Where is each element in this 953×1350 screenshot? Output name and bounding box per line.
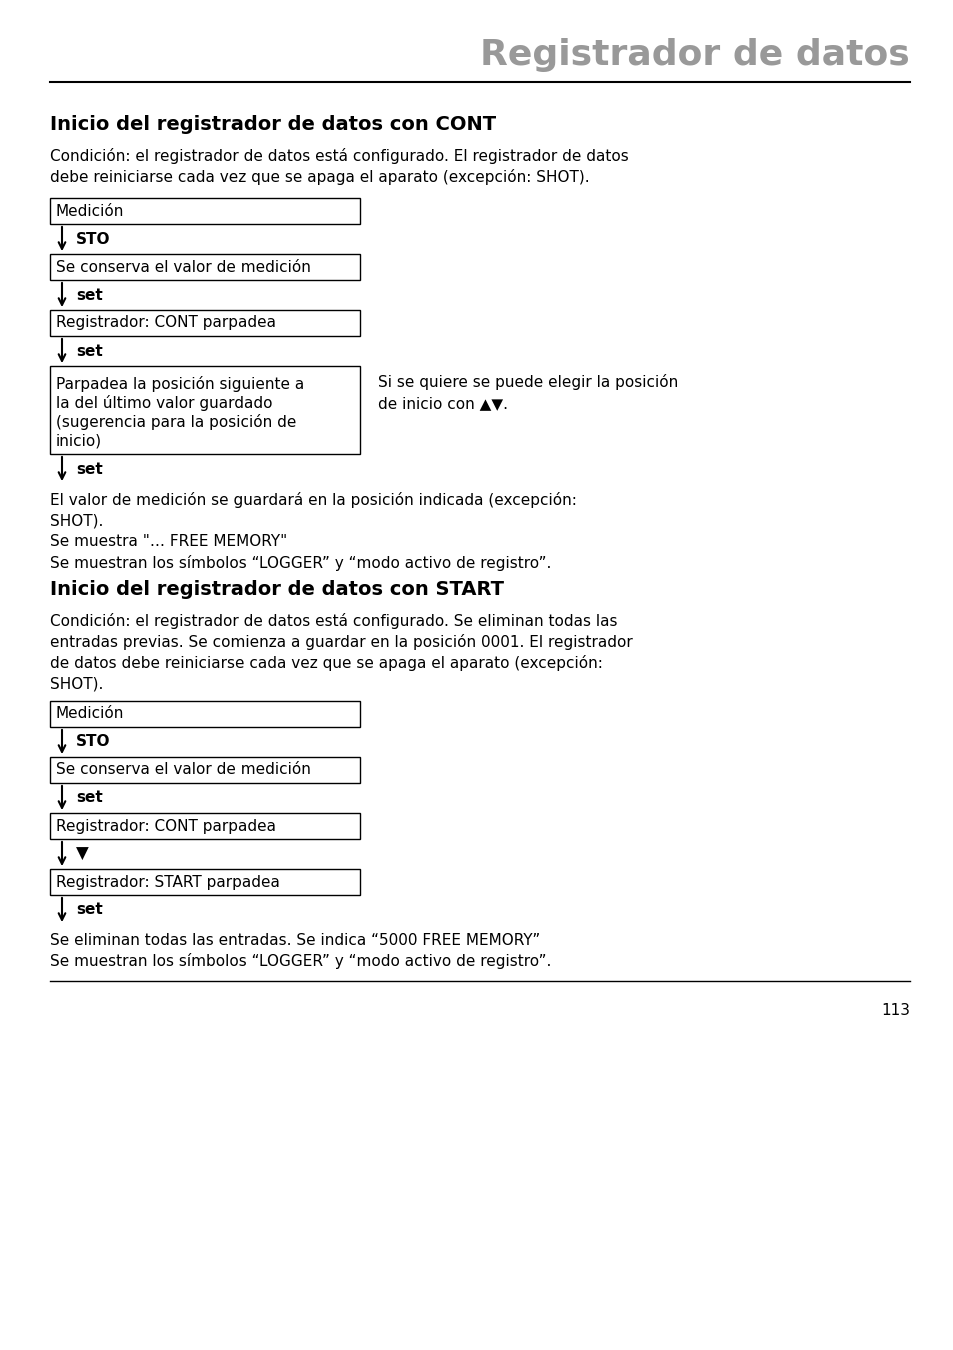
Text: inicio): inicio)	[56, 433, 102, 448]
Text: Se conserva el valor de medición: Se conserva el valor de medición	[56, 763, 311, 778]
Text: Si se quiere se puede elegir la posición
de inicio con ▲▼.: Si se quiere se puede elegir la posición…	[377, 374, 678, 410]
Bar	[50, 198, 359, 224]
Text: ▼: ▼	[76, 845, 89, 863]
Text: Parpadea la posición siguiente a: Parpadea la posición siguiente a	[56, 377, 304, 392]
Bar	[50, 757, 359, 783]
Bar	[50, 869, 359, 895]
Text: Registrador de datos: Registrador de datos	[479, 38, 909, 72]
Text: set: set	[76, 288, 103, 302]
Text: Medición: Medición	[56, 706, 124, 721]
Text: Condición: el registrador de datos está configurado. Se eliminan todas las
entra: Condición: el registrador de datos está …	[50, 613, 632, 691]
Text: Registrador: CONT parpadea: Registrador: CONT parpadea	[56, 316, 275, 331]
Text: Inicio del registrador de datos con START: Inicio del registrador de datos con STAR…	[50, 580, 503, 599]
Bar	[50, 366, 359, 454]
Bar	[50, 254, 359, 279]
Text: Medición: Medición	[56, 204, 124, 219]
Text: Condición: el registrador de datos está configurado. El registrador de datos
deb: Condición: el registrador de datos está …	[50, 148, 628, 185]
Text: Inicio del registrador de datos con CONT: Inicio del registrador de datos con CONT	[50, 115, 496, 134]
Text: set: set	[76, 903, 103, 918]
Text: set: set	[76, 791, 103, 806]
Bar	[50, 813, 359, 838]
Text: Registrador: CONT parpadea: Registrador: CONT parpadea	[56, 818, 275, 833]
Text: 113: 113	[880, 1003, 909, 1018]
Text: El valor de medición se guardará en la posición indicada (excepción:
SHOT).
Se m: El valor de medición se guardará en la p…	[50, 491, 577, 571]
Text: Registrador: START parpadea: Registrador: START parpadea	[56, 875, 279, 890]
Text: STO: STO	[76, 231, 111, 247]
Bar	[50, 701, 359, 728]
Text: la del último valor guardado: la del último valor guardado	[56, 396, 273, 410]
Bar	[50, 310, 359, 336]
Text: Se eliminan todas las entradas. Se indica “5000 FREE MEMORY”
Se muestran los sím: Se eliminan todas las entradas. Se indic…	[50, 933, 551, 969]
Text: (sugerencia para la posición de: (sugerencia para la posición de	[56, 414, 296, 431]
Text: STO: STO	[76, 734, 111, 749]
Text: set: set	[76, 343, 103, 359]
Text: Se conserva el valor de medición: Se conserva el valor de medición	[56, 259, 311, 274]
Text: set: set	[76, 462, 103, 477]
